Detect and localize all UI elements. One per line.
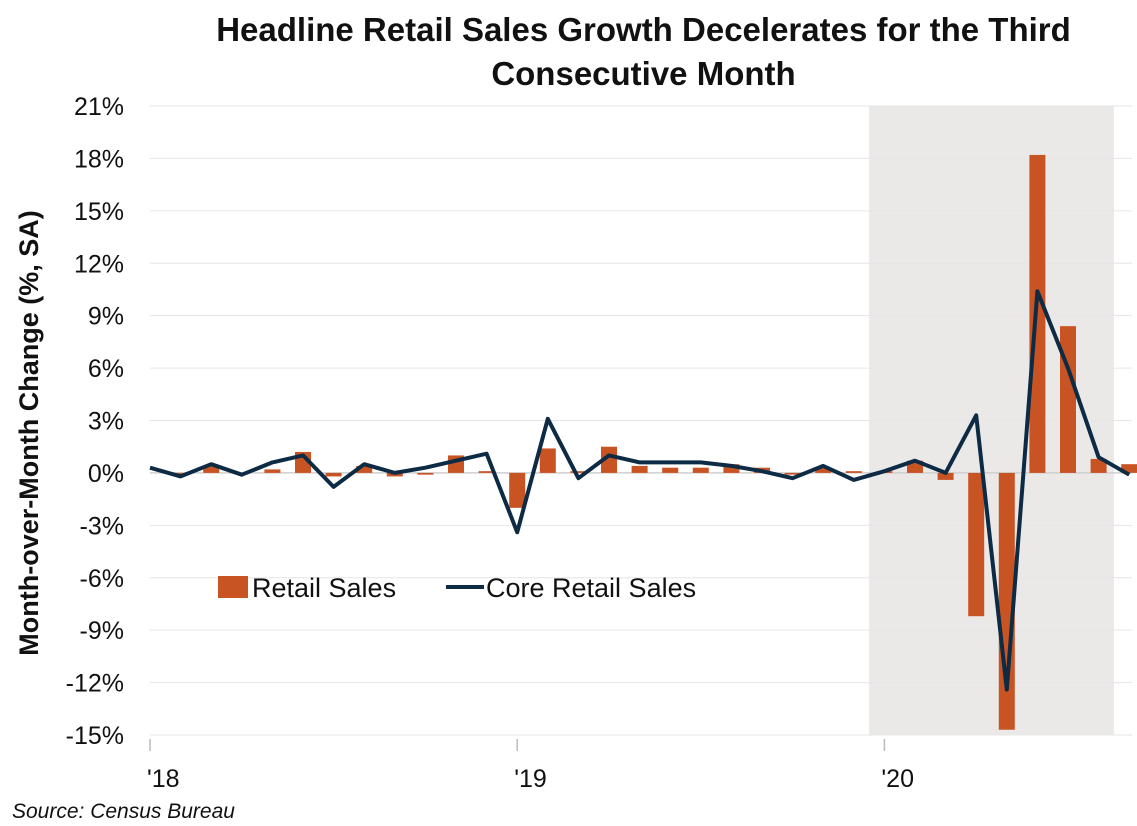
y-tick-label: 3%	[88, 408, 124, 436]
y-tick-label: -3%	[80, 512, 124, 540]
retail-sales-bar	[601, 446, 617, 473]
retail-sales-bar	[264, 469, 281, 473]
retail-sales-bar	[1090, 458, 1107, 473]
y-tick-label: 12%	[74, 250, 124, 278]
x-tick-label: '18	[147, 765, 180, 793]
x-tick-label: '20	[881, 765, 914, 793]
retail-sales-bar	[509, 472, 526, 508]
y-tick-label: 9%	[88, 303, 124, 331]
retail-sales-bar	[845, 471, 862, 473]
retail-sales-bar	[203, 465, 220, 473]
retail-sales-bar	[692, 467, 709, 473]
retail-sales-bar	[631, 465, 648, 473]
retail-sales-bar	[723, 464, 740, 473]
retail-sales-bar	[325, 472, 342, 477]
retail-sales-bar	[1121, 464, 1137, 473]
x-tick-label: '19	[514, 765, 547, 793]
retail-sales-bar	[815, 467, 832, 473]
legend-retail-sales-swatch	[218, 576, 248, 598]
legend-retail-sales-label: Retail Sales	[252, 573, 396, 603]
retail-sales-bar	[478, 471, 495, 473]
retail-sales-bar	[662, 467, 679, 473]
retail-sales-bar	[172, 472, 189, 475]
retail-sales-bar	[417, 472, 434, 475]
y-tick-label: 0%	[88, 460, 124, 488]
x-axis-ticks: '18 '19 '20	[147, 739, 914, 793]
y-tick-label: 21%	[74, 93, 124, 121]
retail-sales-bar	[570, 471, 587, 473]
core-retail-sales-line	[149, 289, 1131, 692]
y-axis-label: Month-over-Month Change (%, SA)	[14, 210, 44, 655]
y-tick-label: -12%	[66, 670, 124, 698]
legend-core-retail-sales-label: Core Retail Sales	[486, 573, 696, 603]
y-axis-ticks: 21% 18% 15% 12% 9% 6% 3% 0% -3% -6% -9% -12% -15%	[66, 93, 124, 750]
source-note: Source: Census Bureau	[12, 800, 235, 823]
legend: Retail Sales Core Retail Sales	[218, 573, 696, 603]
retail-sales-bar	[784, 472, 801, 475]
y-tick-label: -15%	[66, 722, 124, 750]
y-tick-label: 6%	[88, 355, 124, 383]
chart-title: Headline Retail Sales Growth Decelerates…	[216, 11, 1071, 92]
y-tick-label: 15%	[74, 198, 124, 226]
retail-sales-bar	[356, 465, 373, 473]
retail-sales-bar	[539, 448, 556, 473]
retail-sales-bar	[1060, 326, 1076, 473]
y-tick-label: 18%	[74, 145, 124, 173]
retail-sales-bar	[968, 472, 985, 617]
y-tick-label: -6%	[80, 565, 124, 593]
retail-sales-bar	[937, 472, 954, 480]
y-tick-label: -9%	[80, 617, 124, 645]
grid-lines	[150, 105, 1132, 736]
